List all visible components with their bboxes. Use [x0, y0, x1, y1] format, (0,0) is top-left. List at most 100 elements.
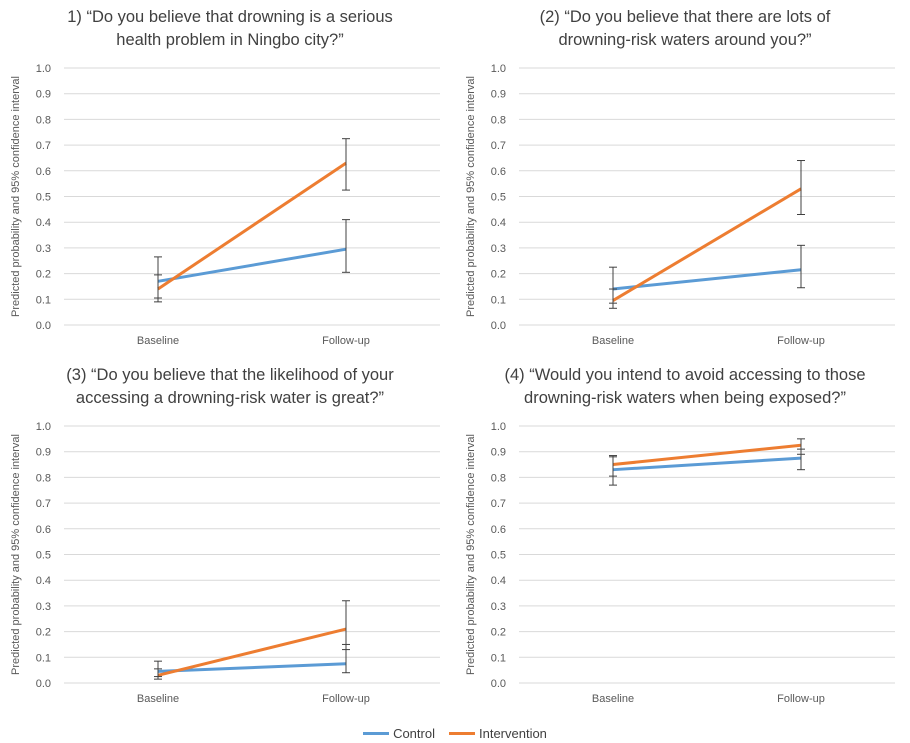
chart-title: 1) “Do you believe that drowning is a se… [20, 6, 440, 52]
series-line-control [612, 456, 802, 472]
error-bar-control [797, 244, 805, 289]
chart-panel-1: 1) “Do you believe that drowning is a se… [0, 0, 455, 360]
x-tick-label: Baseline [592, 693, 634, 705]
chart-title-line-2: drowning-risk waters around you?” [558, 31, 812, 49]
chart-svg: 0.0 0.1 0.2 0.3 0.4 0.5 0.6 0.7 0.8 0.9 1.0 Predict… [10, 421, 440, 705]
series-line-intervention [157, 161, 347, 291]
y-tick-label: 0.9 [36, 447, 51, 459]
error-bar-intervention [154, 668, 162, 680]
legend-swatch-control [363, 731, 390, 735]
error-bar-intervention [154, 274, 162, 303]
chart-title-line-1: (2) “Do you believe that there are lots … [539, 8, 831, 26]
legend: Control Intervention [0, 724, 910, 742]
series-line-intervention [612, 443, 802, 467]
y-tick-label: 0.6 [36, 524, 51, 536]
y-tick-label: 1.0 [491, 63, 506, 75]
error-bar-intervention [609, 455, 617, 477]
x-tick-label: Follow-up [777, 335, 825, 347]
y-tick-label: 0.0 [36, 678, 51, 690]
y-tick-label: 0.8 [36, 114, 51, 126]
error-bar-intervention [342, 600, 350, 651]
y-tick-label: 0.5 [491, 550, 506, 562]
x-tick-label: Baseline [137, 335, 179, 347]
y-tick-label: 0.9 [36, 89, 51, 101]
chart-title-line-1: 1) “Do you believe that drowning is a se… [67, 8, 393, 26]
y-tick-label: 0.3 [36, 243, 51, 255]
y-tick-label: 0.7 [36, 140, 51, 152]
y-tick-label: 0.5 [36, 192, 51, 204]
y-axis-label: Predicted probability and 95% confidence… [465, 434, 477, 675]
y-tick-label: 0.0 [491, 320, 506, 332]
legend-item-intervention: Intervention [448, 725, 547, 741]
error-bar-control [342, 219, 350, 273]
y-tick-label: 0.4 [491, 575, 506, 587]
y-tick-label: 0.6 [491, 166, 506, 178]
x-tick-label: Follow-up [322, 335, 370, 347]
y-tick-label: 0.1 [36, 294, 51, 306]
chart-svg: 0.0 0.1 0.2 0.3 0.4 0.5 0.6 0.7 0.8 0.9 1.0 Predict… [465, 421, 895, 705]
error-bar-intervention [797, 438, 805, 455]
chart-title: (4) “Would you intend to avoid accessing… [475, 364, 895, 410]
chart-svg: 0.0 0.1 0.2 0.3 0.4 0.5 0.6 0.7 0.8 0.9 1.0 Predict… [10, 63, 440, 347]
y-tick-label: 0.2 [36, 627, 51, 639]
y-tick-label: 0.0 [491, 678, 506, 690]
legend-swatch-intervention [448, 731, 475, 735]
y-tick-label: 1.0 [491, 421, 506, 433]
y-axis-label: Predicted probability and 95% confidence… [10, 434, 22, 675]
chart-title: (2) “Do you believe that there are lots … [475, 6, 895, 52]
y-tick-label: 0.0 [36, 320, 51, 332]
series-line-control [612, 268, 802, 291]
y-axis-label: Predicted probability and 95% confidence… [10, 76, 22, 317]
x-tick-label: Follow-up [777, 693, 825, 705]
series-line-control [157, 247, 347, 283]
y-tick-label: 1.0 [36, 63, 51, 75]
y-tick-label: 0.5 [491, 192, 506, 204]
chart-panel-3: (3) “Do you believe that the likelihood … [0, 358, 455, 718]
y-tick-label: 0.2 [36, 269, 51, 281]
y-tick-label: 0.1 [36, 652, 51, 664]
y-tick-label: 0.2 [491, 627, 506, 639]
x-tick-label: Follow-up [322, 693, 370, 705]
chart-title-line-2: drowning-risk waters when being exposed?… [524, 389, 846, 407]
y-tick-label: 0.4 [491, 217, 506, 229]
y-tick-label: 1.0 [36, 421, 51, 433]
y-tick-label: 0.3 [491, 243, 506, 255]
chart-panel-2: (2) “Do you believe that there are lots … [455, 0, 910, 360]
y-tick-label: 0.5 [36, 550, 51, 562]
error-bar-intervention [342, 138, 350, 191]
y-tick-label: 0.3 [491, 601, 506, 613]
series-line-intervention [157, 627, 347, 677]
legend-item-control: Control [363, 726, 435, 741]
x-tick-label: Baseline [592, 335, 634, 347]
chart-title-line-2: accessing a drowning-risk water is great… [75, 389, 385, 407]
y-tick-label: 0.6 [491, 524, 506, 536]
chart-title-line-2: health problem in Ningbo city?” [116, 31, 344, 49]
y-tick-label: 0.4 [36, 217, 51, 229]
y-tick-label: 0.8 [491, 114, 506, 126]
chart-title-line-1: (4) “Would you intend to avoid accessing… [504, 366, 866, 384]
y-tick-label: 0.8 [491, 472, 506, 484]
y-tick-label: 0.9 [491, 89, 506, 101]
y-tick-label: 0.1 [491, 294, 506, 306]
error-bar-intervention [609, 288, 617, 309]
chart-panel-4: (4) “Would you intend to avoid accessing… [455, 358, 910, 718]
chart-title-line-1: (3) “Do you believe that the likelihood … [66, 366, 394, 384]
y-axis-label: Predicted probability and 95% confidence… [465, 76, 477, 317]
series-line-control [157, 662, 347, 673]
y-tick-label: 0.7 [491, 140, 506, 152]
chart-svg: 0.0 0.1 0.2 0.3 0.4 0.5 0.6 0.7 0.8 0.9 1.0 Predict… [465, 63, 895, 347]
legend-label-control: Control [393, 725, 435, 741]
y-tick-label: 0.1 [491, 652, 506, 664]
y-tick-label: 0.8 [36, 472, 51, 484]
y-tick-label: 0.9 [491, 447, 506, 459]
y-tick-label: 0.4 [36, 575, 51, 587]
chart-title: (3) “Do you believe that the likelihood … [20, 364, 440, 410]
y-tick-label: 0.2 [491, 269, 506, 281]
y-tick-label: 0.3 [36, 601, 51, 613]
y-tick-label: 0.6 [36, 166, 51, 178]
legend-label-intervention: Intervention [478, 725, 547, 741]
series-line-intervention [612, 187, 802, 302]
error-bar-intervention [797, 160, 805, 215]
y-tick-label: 0.7 [36, 498, 51, 510]
